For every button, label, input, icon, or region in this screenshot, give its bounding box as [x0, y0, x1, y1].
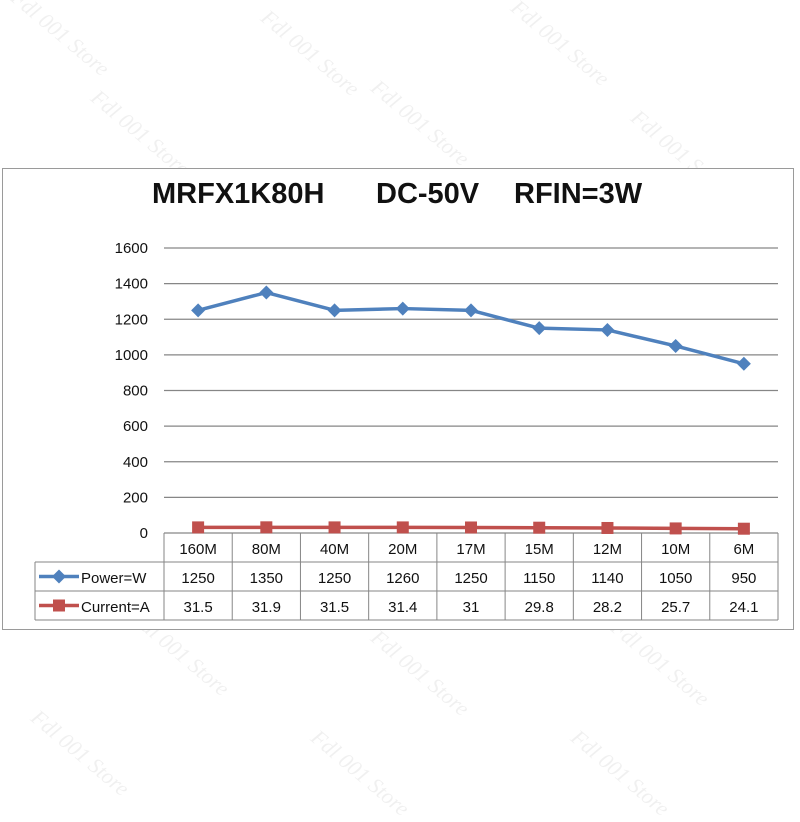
- data-point-power: [736, 356, 751, 371]
- y-tick-label: 0: [140, 525, 148, 542]
- table-value: 31.5: [184, 599, 213, 616]
- table-value: 29.8: [525, 599, 554, 616]
- table-value: 1250: [454, 570, 487, 587]
- x-category-label: 80M: [252, 541, 281, 558]
- x-category-label: 40M: [320, 541, 349, 558]
- y-tick-label: 600: [123, 418, 148, 435]
- table-value: 31: [463, 599, 480, 616]
- x-category-label: 17M: [456, 541, 485, 558]
- title-rfin: RFIN=3W: [514, 178, 643, 210]
- chart-title: MRFX1K80H DC-50V RFIN=3W: [0, 178, 800, 218]
- y-tick-label: 1000: [115, 347, 148, 364]
- y-tick-label: 400: [123, 454, 148, 471]
- legend-label: Power=W: [81, 570, 147, 587]
- y-tick-label: 1600: [115, 240, 148, 257]
- data-point-current: [465, 521, 477, 534]
- x-category-label: 160M: [179, 541, 217, 558]
- data-point-power: [191, 303, 206, 318]
- data-point-power: [464, 303, 478, 318]
- table-value: 1350: [250, 570, 283, 587]
- data-point-current: [737, 522, 750, 535]
- data-point-current: [192, 521, 205, 534]
- legend-marker-current: [53, 599, 65, 612]
- data-point-power: [600, 322, 615, 337]
- x-category-label: 20M: [388, 541, 417, 558]
- table-value: 1140: [591, 570, 623, 587]
- legend-label: Current=A: [81, 599, 150, 616]
- table-value: 1250: [181, 570, 214, 587]
- chart-frame: [2, 168, 794, 630]
- x-category-label: 6M: [733, 541, 754, 558]
- x-category-label: 15M: [525, 541, 554, 558]
- table-value: 31.5: [320, 599, 349, 616]
- x-category-label: 12M: [593, 541, 622, 558]
- table-value: 1050: [659, 570, 692, 587]
- title-model: MRFX1K80H: [152, 178, 325, 210]
- data-point-current: [328, 521, 341, 534]
- table-value: 24.1: [729, 599, 758, 616]
- data-point-current: [396, 521, 409, 534]
- table-value: 1260: [386, 570, 419, 587]
- y-tick-label: 800: [123, 383, 148, 400]
- table-value: 31.9: [252, 599, 281, 616]
- data-point-power: [532, 321, 547, 336]
- y-tick-label: 1400: [115, 276, 148, 293]
- legend-marker-power: [52, 569, 66, 584]
- data-point-power: [259, 285, 274, 300]
- x-category-label: 10M: [661, 541, 690, 558]
- table-value: 28.2: [593, 599, 622, 616]
- table-value: 1250: [318, 570, 351, 587]
- table-value: 1150: [523, 570, 555, 587]
- title-voltage: DC-50V: [376, 178, 480, 210]
- data-point-current: [260, 521, 273, 534]
- data-point-current: [533, 521, 546, 534]
- table-value: 25.7: [661, 599, 690, 616]
- data-point-power: [395, 301, 410, 316]
- table-value: 950: [731, 570, 756, 587]
- y-tick-label: 1200: [115, 311, 148, 328]
- line-chart: 0 200 400 600 800 1000 1200 1400 1600 160M 80M 40M 2…: [34, 240, 779, 621]
- data-point-power: [327, 303, 342, 318]
- y-tick-label: 200: [123, 489, 148, 506]
- data-point-power: [668, 338, 683, 353]
- data-point-current: [601, 521, 614, 534]
- data-point-current: [669, 522, 682, 535]
- table-value: 31.4: [388, 599, 417, 616]
- series-line-power: [197, 290, 745, 366]
